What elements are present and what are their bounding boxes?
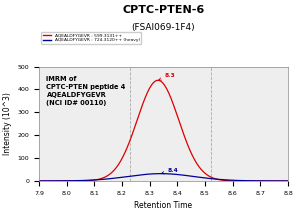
Text: 8.4: 8.4 <box>162 168 178 174</box>
Text: iMRM of
CPTC-PTEN peptide 4
AQEALDFYGEVR
(NCI ID# 00110): iMRM of CPTC-PTEN peptide 4 AQEALDFYGEVR… <box>46 76 126 106</box>
Text: 8.3: 8.3 <box>159 73 176 80</box>
Y-axis label: Intensity (10^3): Intensity (10^3) <box>3 92 12 155</box>
Text: CPTC-PTEN-6: CPTC-PTEN-6 <box>122 5 205 15</box>
Legend: AQEALDFYGEVR : 599.3131++, AQEALDFYGEVR : 724.3120++ (heavy): AQEALDFYGEVR : 599.3131++, AQEALDFYGEVR … <box>41 32 142 44</box>
Text: (FSAI069-1F4): (FSAI069-1F4) <box>132 23 195 32</box>
X-axis label: Retention Time: Retention Time <box>134 201 193 208</box>
